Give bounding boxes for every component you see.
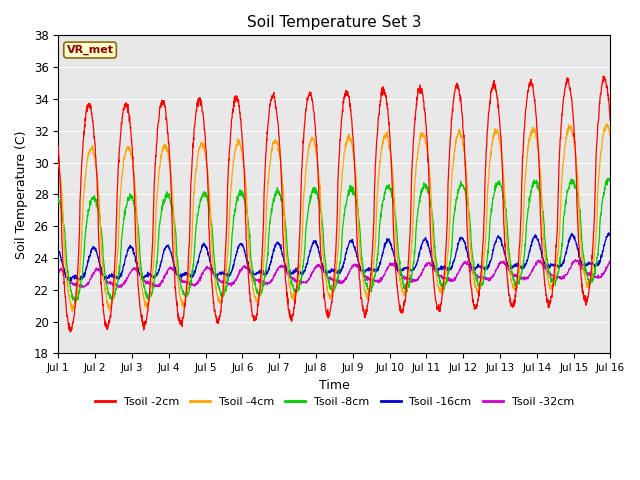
X-axis label: Time: Time — [319, 379, 349, 392]
Tsoil -2cm — [362, 311, 370, 317]
Tsoil -8cm — [362, 283, 370, 288]
Tsoil -32cm — [54, 269, 62, 275]
Tsoil -16cm — [606, 232, 614, 238]
Tsoil -4cm — [68, 309, 76, 314]
Tsoil -16cm — [605, 230, 612, 236]
Legend: Tsoil -2cm, Tsoil -4cm, Tsoil -8cm, Tsoil -16cm, Tsoil -32cm: Tsoil -2cm, Tsoil -4cm, Tsoil -8cm, Tsoi… — [90, 393, 579, 411]
Tsoil -2cm — [606, 118, 614, 123]
Tsoil -8cm — [495, 181, 502, 187]
Tsoil -2cm — [209, 286, 216, 291]
Tsoil -8cm — [351, 191, 358, 197]
Tsoil -32cm — [351, 263, 358, 268]
Tsoil -8cm — [606, 175, 614, 181]
Tsoil -32cm — [572, 256, 579, 262]
Tsoil -2cm — [495, 110, 502, 116]
Tsoil -16cm — [351, 244, 358, 250]
Tsoil -32cm — [558, 276, 566, 281]
Tsoil -4cm — [602, 121, 610, 127]
Tsoil -16cm — [362, 267, 370, 273]
Tsoil -4cm — [558, 181, 566, 187]
Tsoil -8cm — [573, 189, 580, 195]
Tsoil -4cm — [351, 156, 358, 162]
Tsoil -4cm — [362, 293, 370, 299]
Tsoil -32cm — [573, 259, 581, 264]
Tsoil -16cm — [495, 234, 502, 240]
Tsoil -4cm — [573, 168, 580, 173]
Tsoil -8cm — [558, 246, 566, 252]
Tsoil -4cm — [495, 133, 502, 139]
Tsoil -16cm — [67, 278, 75, 284]
Line: Tsoil -8cm: Tsoil -8cm — [58, 178, 610, 304]
Text: VR_met: VR_met — [67, 45, 113, 55]
Tsoil -2cm — [600, 73, 607, 79]
Tsoil -16cm — [54, 247, 62, 253]
Line: Tsoil -2cm: Tsoil -2cm — [58, 76, 610, 332]
Tsoil -32cm — [118, 285, 125, 290]
Title: Soil Temperature Set 3: Soil Temperature Set 3 — [247, 15, 422, 30]
Tsoil -2cm — [573, 201, 580, 207]
Line: Tsoil -32cm: Tsoil -32cm — [58, 259, 610, 288]
Tsoil -2cm — [351, 154, 358, 159]
Tsoil -4cm — [209, 249, 216, 254]
Tsoil -2cm — [54, 144, 62, 149]
Tsoil -32cm — [495, 261, 502, 266]
Tsoil -16cm — [558, 263, 566, 268]
Tsoil -32cm — [362, 276, 370, 281]
Tsoil -32cm — [606, 259, 614, 265]
Tsoil -2cm — [67, 329, 74, 335]
Line: Tsoil -16cm: Tsoil -16cm — [58, 233, 610, 281]
Tsoil -8cm — [54, 196, 62, 202]
Tsoil -16cm — [573, 242, 580, 248]
Tsoil -8cm — [72, 301, 79, 307]
Tsoil -16cm — [209, 266, 216, 272]
Tsoil -32cm — [209, 271, 216, 276]
Tsoil -2cm — [558, 117, 566, 123]
Tsoil -4cm — [606, 133, 614, 139]
Tsoil -4cm — [54, 160, 62, 166]
Line: Tsoil -4cm: Tsoil -4cm — [58, 124, 610, 312]
Tsoil -8cm — [209, 229, 216, 235]
Y-axis label: Soil Temperature (C): Soil Temperature (C) — [15, 130, 28, 259]
